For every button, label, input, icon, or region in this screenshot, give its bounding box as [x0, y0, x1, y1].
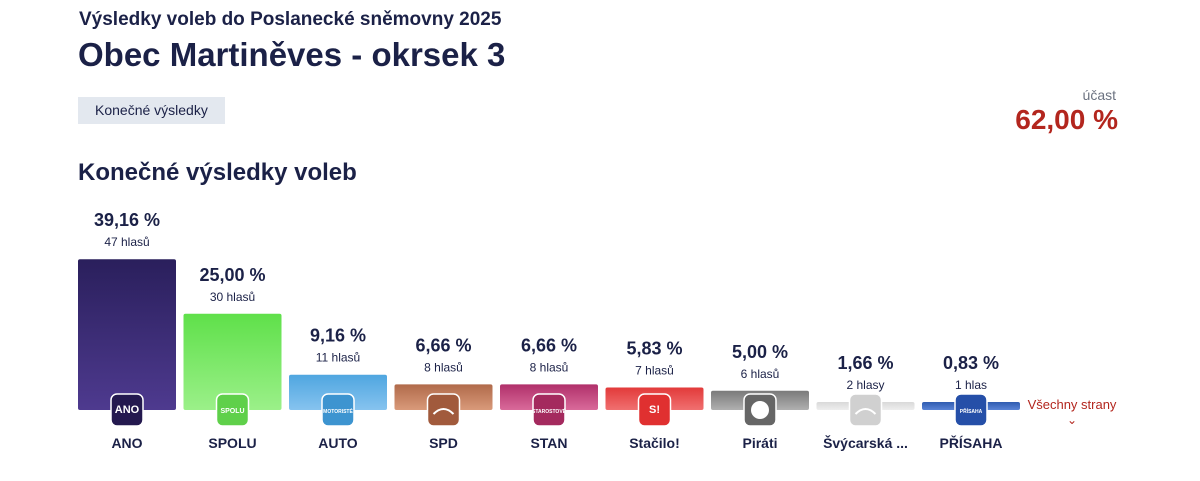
party-logo-icon: [321, 393, 355, 427]
bar-votes-label: 2 hlasy: [846, 378, 884, 392]
party-logo-text: ANO: [115, 404, 140, 416]
party-name-label[interactable]: AUTO: [318, 435, 358, 451]
party-logo-text: PŘÍSAHA: [960, 407, 983, 415]
party-logo-icon: [954, 393, 988, 427]
final-results-chip[interactable]: Konečné výsledky: [78, 97, 225, 124]
party-emblem-icon: [854, 408, 877, 415]
bar-votes-label: 6 hlasů: [741, 367, 780, 381]
bar-percent-label: 5,83 %: [626, 339, 682, 359]
party-name-label[interactable]: SPD: [429, 435, 458, 451]
party-logo-text: MOTORISTÉ: [323, 407, 353, 415]
election-subtitle: Výsledky voleb do Poslanecké sněmovny 20…: [79, 9, 502, 30]
all-parties-link[interactable]: Všechny strany ⌄: [1022, 397, 1122, 426]
bar-percent-label: 5,00 %: [732, 342, 788, 362]
party-name-label[interactable]: Stačilo!: [629, 435, 680, 451]
party-logo-icon: [532, 393, 566, 427]
bar-1[interactable]: [78, 259, 176, 410]
chevron-down-icon[interactable]: ⌄: [1066, 413, 1078, 427]
all-parties-label[interactable]: Všechny strany: [1027, 397, 1117, 412]
bar-percent-label: 6,66 %: [415, 335, 471, 355]
bar-votes-label: 8 hlasů: [424, 360, 463, 374]
bar-votes-label: 30 hlasů: [210, 290, 255, 304]
page-title: Obec Martiněves - okrsek 3: [78, 36, 506, 73]
bar-2[interactable]: [183, 313, 282, 410]
bar-percent-label: 0,83 %: [943, 353, 999, 373]
pirate-flag-icon: [751, 401, 769, 419]
bar-votes-label: 11 hlasů: [316, 351, 360, 365]
bar-percent-label: 39,16 %: [94, 210, 160, 230]
bar-3[interactable]: [289, 374, 387, 410]
party-name-label[interactable]: STAN: [530, 435, 567, 451]
party-logo-icon: [110, 393, 144, 427]
turnout-label: účast: [1082, 87, 1116, 103]
bar-percent-label: 25,00 %: [199, 265, 265, 285]
party-emblem-icon: [432, 408, 455, 415]
party-logo-icon: [215, 393, 250, 427]
bar-votes-label: 1 hlas: [955, 378, 987, 392]
party-logo-text: SPOLU: [220, 408, 244, 415]
turnout-value: 62,00 %: [1015, 104, 1118, 135]
bar-percent-label: 6,66 %: [521, 335, 577, 355]
party-name-label[interactable]: ANO: [111, 435, 142, 451]
bar-votes-label: 47 hlasů: [104, 235, 149, 249]
bar-percent-label: 9,16 %: [310, 326, 366, 346]
bar-votes-label: 8 hlasů: [530, 360, 569, 374]
party-logo-text: S!: [649, 404, 660, 416]
party-name-label[interactable]: Piráti: [742, 435, 777, 451]
section-title: Konečné výsledky voleb: [78, 159, 357, 186]
bar-votes-label: 7 hlasů: [635, 364, 674, 378]
party-name-label[interactable]: SPOLU: [208, 435, 256, 451]
party-name-label[interactable]: Švýcarská ...: [823, 434, 908, 451]
party-logo-text: STAROSTOVÉ: [532, 407, 567, 415]
party-name-label[interactable]: PŘÍSAHA: [939, 434, 1002, 451]
bar-percent-label: 1,66 %: [837, 353, 893, 373]
party-logo-icon: [637, 393, 672, 427]
